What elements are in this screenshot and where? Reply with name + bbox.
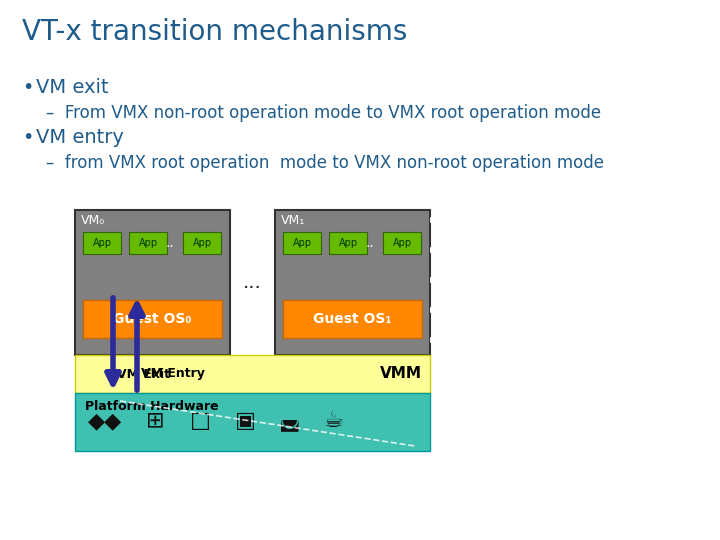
Bar	[75, 393, 430, 451]
Bar	[383, 232, 421, 254]
Text: App: App	[138, 238, 158, 248]
Text: App: App	[192, 238, 212, 248]
Text: ▣: ▣	[235, 411, 256, 431]
Text: VM entry: VM entry	[36, 128, 124, 147]
Bar	[329, 232, 367, 254]
Text: VM Exit: VM Exit	[117, 368, 170, 381]
Bar	[75, 355, 430, 393]
Text: •: •	[22, 78, 33, 97]
Text: Platform Hardware: Platform Hardware	[85, 400, 219, 413]
Text: Guest OS₁: Guest OS₁	[313, 312, 392, 326]
Text: VMM: VMM	[380, 367, 422, 381]
Text: VT-x transition mechanisms: VT-x transition mechanisms	[22, 18, 408, 46]
Text: ..: ..	[366, 236, 374, 250]
Text: VM₁: VM₁	[281, 214, 305, 227]
Text: ☕: ☕	[323, 411, 343, 431]
Text: –  from VMX root operation  mode to VMX non-root operation mode: – from VMX root operation mode to VMX no…	[46, 154, 604, 172]
Text: ...: ...	[243, 273, 261, 292]
Text: ⊞: ⊞	[145, 411, 164, 431]
Text: App: App	[92, 238, 112, 248]
Bar	[83, 232, 121, 254]
Bar	[283, 232, 321, 254]
Text: ◆◆: ◆◆	[88, 411, 122, 431]
Text: VM Entry: VM Entry	[141, 368, 205, 381]
Bar	[75, 210, 230, 355]
Bar	[283, 300, 422, 338]
Text: VM₀: VM₀	[81, 214, 105, 227]
Text: App: App	[392, 238, 412, 248]
Text: App: App	[338, 238, 358, 248]
Text: ◛: ◛	[279, 411, 301, 431]
Text: –  From VMX non-root operation mode to VMX root operation mode: – From VMX non-root operation mode to VM…	[46, 104, 601, 122]
Bar	[129, 232, 167, 254]
Text: •: •	[22, 128, 33, 147]
Bar	[275, 210, 430, 355]
Text: □: □	[189, 411, 210, 431]
Bar	[183, 232, 221, 254]
Text: App: App	[292, 238, 312, 248]
Text: ..: ..	[166, 236, 174, 250]
Text: VM exit: VM exit	[36, 78, 109, 97]
Bar	[83, 300, 222, 338]
Text: Guest OS₀: Guest OS₀	[113, 312, 192, 326]
